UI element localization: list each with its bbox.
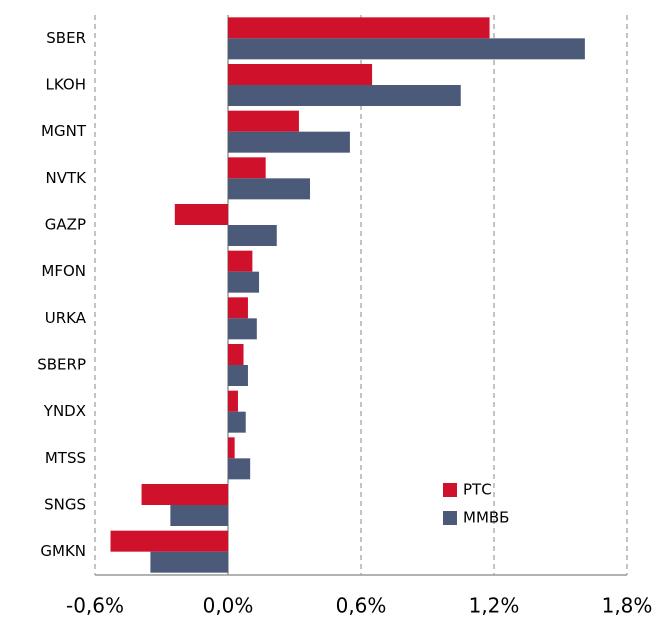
x-tick-label: -0,6% [66,594,124,618]
legend-swatch [443,511,457,525]
bar [228,131,350,153]
bar [228,411,246,433]
bar [228,271,260,293]
bar [170,505,228,526]
legend-label: ММВБ [463,509,509,527]
bar [228,38,585,60]
y-tick-label: GAZP [45,216,86,234]
legend-swatch [443,483,457,497]
y-tick-label: MTSS [45,449,86,467]
bar [228,225,277,246]
bar [228,110,299,132]
y-tick-label: MFON [41,262,86,280]
bar [228,365,248,386]
bar [228,250,253,272]
y-tick-label: GMKN [40,542,86,560]
y-tick-label: SBER [46,29,86,47]
bar [228,17,490,39]
y-tick-label: SBERP [37,356,86,374]
bar [228,157,266,179]
bar [141,484,228,505]
bar [228,390,238,412]
bar [150,551,228,573]
y-tick-label: URKA [45,309,87,327]
bar [228,318,257,340]
bar [228,458,251,480]
x-tick-label: 1,2% [469,594,520,618]
y-tick-label: SNGS [44,496,86,514]
x-tick-label: 0,0% [203,594,254,618]
bar [228,437,235,459]
x-tick-label: 0,6% [336,594,387,618]
bar [228,178,311,200]
bar [228,297,248,319]
bar [110,530,228,552]
y-tick-label: MGNT [41,122,87,140]
x-tick-label: 1,8% [602,594,653,618]
y-tick-label: YNDX [43,402,86,420]
legend-label: РТС [463,481,492,499]
y-tick-label: NVTK [46,169,88,187]
bar [174,204,228,225]
y-tick-label: LKOH [46,76,86,94]
bar [228,64,373,85]
bar [228,344,244,365]
bar [228,85,461,106]
